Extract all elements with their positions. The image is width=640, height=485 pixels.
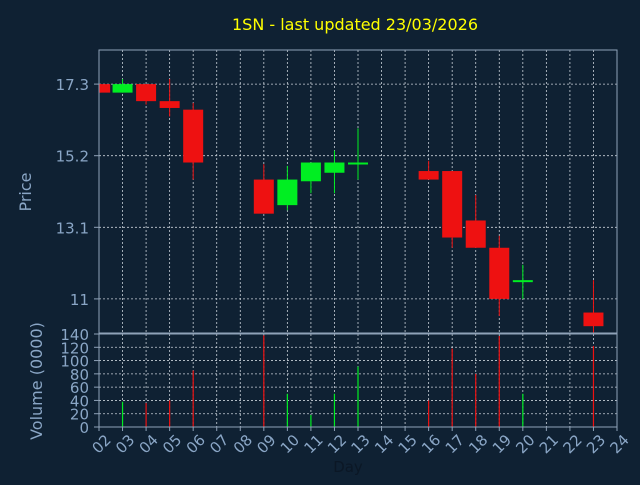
candle-body-10: [418, 171, 439, 180]
candle-body-9: [348, 162, 368, 165]
volume-ytick-label-7: 140: [60, 326, 89, 344]
candle-body-13: [489, 247, 510, 299]
candle-body-5: [253, 179, 274, 214]
volume-axis-label: Volume (0000): [27, 322, 46, 440]
candle-13: [489, 235, 510, 316]
candle-body-7: [300, 162, 321, 182]
candle-body-1: [112, 84, 133, 93]
price-plot-border: [98, 49, 618, 334]
candle-body-8: [324, 162, 345, 173]
volume-ytick-label-1: 20: [70, 406, 89, 424]
price-ytick-label-1: 13.1: [56, 219, 89, 237]
candle-12: [465, 194, 486, 248]
candle-11: [442, 171, 463, 248]
candle-body-12: [465, 220, 486, 248]
candle-body-0: [99, 84, 111, 93]
candle-body-15: [583, 312, 604, 327]
candle-0: [99, 84, 111, 93]
volume-ytick-label-4: 80: [70, 366, 89, 384]
candle-body-2: [136, 84, 157, 102]
price-candles: [99, 78, 604, 335]
chart-title: 1SN - last updated 23/03/2026: [232, 15, 478, 34]
volume-ytick-label-0: 0: [79, 419, 89, 437]
candle-10: [418, 160, 439, 180]
candle-body-11: [442, 171, 463, 238]
candle-15: [583, 280, 604, 335]
candle-body-14: [512, 280, 533, 283]
volume-ytick-label-6: 120: [60, 339, 89, 357]
x-axis-label: Day: [333, 458, 363, 476]
candle-4: [183, 102, 204, 180]
price-axis-label: Price: [16, 172, 35, 211]
price-ytick-label-2: 15.2: [56, 148, 89, 166]
candle-7: [300, 162, 321, 194]
candle-14: [512, 264, 533, 299]
candle-8: [324, 150, 345, 194]
volume-ytick-label-3: 60: [70, 379, 89, 397]
candle-body-3: [159, 101, 180, 108]
volume-ytick-label-5: 100: [60, 353, 89, 371]
price-ytick-labels: 11 13.1 15.2 17.3: [56, 76, 99, 309]
candle-2: [136, 84, 157, 105]
candle-body-4: [183, 109, 204, 163]
candle-9: [348, 128, 368, 180]
candle-1: [112, 78, 133, 93]
candle-6: [277, 165, 298, 211]
price-ytick-label-3: 17.3: [56, 76, 89, 94]
volume-bars: [121, 335, 595, 427]
candle-5: [253, 164, 274, 214]
candle-body-6: [277, 179, 298, 206]
price-panel: 11 13.1 15.2 17.3 Price: [16, 49, 618, 335]
candle-3: [159, 78, 180, 117]
price-ytick-label-0: 11: [70, 291, 89, 309]
volume-ytick-label-2: 40: [70, 392, 89, 410]
